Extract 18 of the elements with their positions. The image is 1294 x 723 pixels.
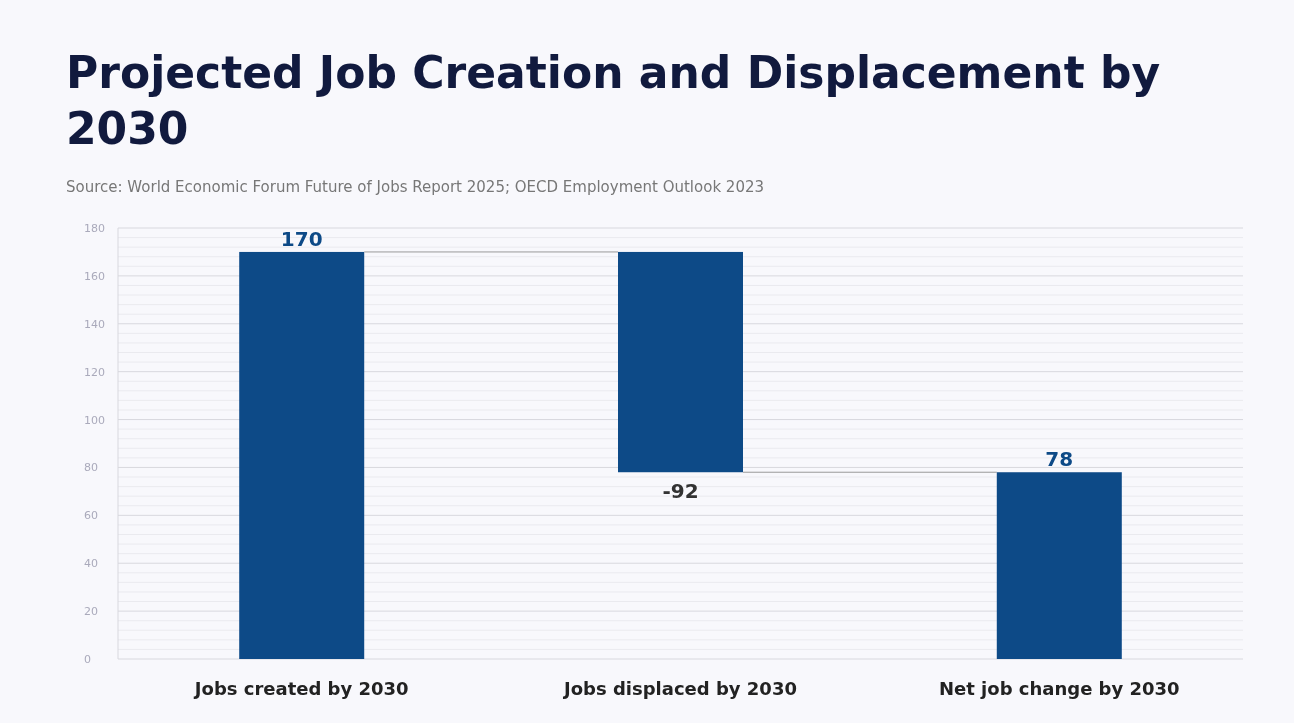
y-tick-label: 120 bbox=[84, 365, 105, 379]
y-tick-label: 180 bbox=[84, 222, 105, 235]
y-tick-label: 40 bbox=[84, 557, 98, 571]
data-label: 170 bbox=[280, 226, 323, 251]
y-tick-label: 140 bbox=[84, 317, 105, 331]
x-tick-label: Jobs displaced by 2030 bbox=[562, 678, 797, 699]
y-tick-label: 160 bbox=[84, 269, 105, 283]
y-tick-label: 0 bbox=[84, 653, 91, 666]
data-label: -92 bbox=[662, 479, 699, 504]
y-tick-label: 80 bbox=[84, 461, 98, 475]
y-tick-label: 20 bbox=[84, 605, 98, 619]
x-tick-label: Net job change by 2030 bbox=[938, 678, 1180, 699]
x-tick-label: Jobs created by 2030 bbox=[192, 678, 409, 699]
source-note: Source: World Economic Forum Future of Jobs Report 2025; OECD Employment Outlook 2023 bbox=[66, 178, 765, 196]
chart-title: Projected Job Creation and Displacement by 2030 bbox=[66, 47, 1161, 154]
y-tick-label: 100 bbox=[84, 413, 105, 427]
data-label: 78 bbox=[1045, 447, 1074, 472]
y-tick-label: 60 bbox=[84, 509, 98, 523]
